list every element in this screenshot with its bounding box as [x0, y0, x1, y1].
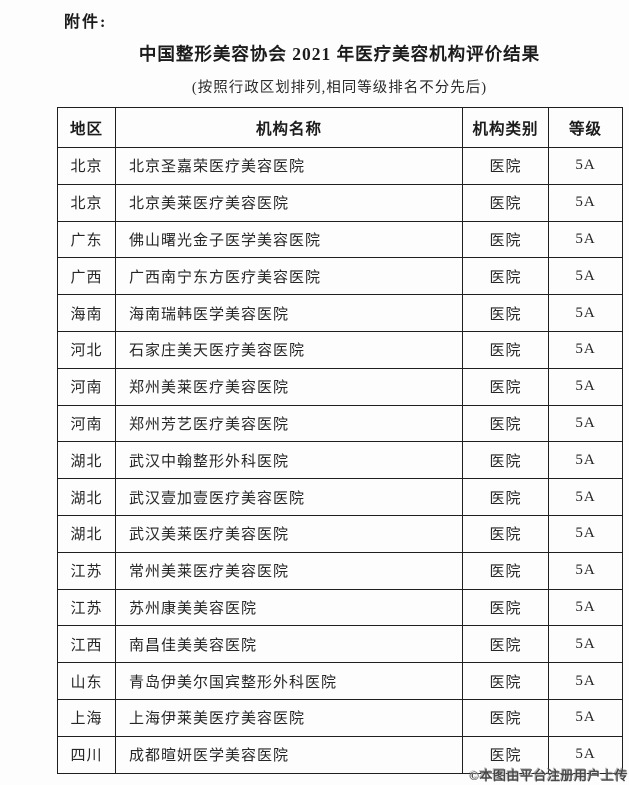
- grade-cell: 5A: [548, 662, 623, 700]
- institution-name-cell: 武汉美莱医疗美容医院: [115, 514, 463, 553]
- grade-cell: 5A: [548, 478, 623, 516]
- table-row: 河南 郑州美莱医疗美容医院 医院 5A: [57, 367, 623, 406]
- header-region: 地区: [57, 107, 116, 148]
- region-cell: 江苏: [57, 588, 116, 627]
- institution-type-cell: 医院: [462, 551, 549, 590]
- region-cell: 广东: [57, 220, 116, 259]
- institution-type-cell: 医院: [462, 441, 549, 480]
- institution-name-cell: 武汉壹加壹医疗美容医院: [115, 478, 463, 516]
- institution-name-cell: 苏州康美美容医院: [115, 588, 463, 627]
- table-header: 地区 机构名称 机构类别 等级: [57, 107, 623, 148]
- region-cell: 江苏: [57, 551, 116, 590]
- region-cell: 河南: [57, 404, 116, 443]
- table-row: 湖北 武汉壹加壹医疗美容医院 医院 5A: [57, 478, 623, 516]
- table-header-row: 地区 机构名称 机构类别 等级: [57, 107, 623, 148]
- table-row: 上海 上海伊莱美医疗美容医院 医院 5A: [57, 698, 623, 737]
- region-cell: 上海: [57, 698, 116, 737]
- institution-type-cell: 医院: [462, 588, 549, 627]
- table-row: 广东 佛山曙光金子医学美容医院 医院 5A: [57, 220, 623, 259]
- grade-cell: 5A: [548, 294, 623, 332]
- institution-type-cell: 医院: [462, 662, 549, 700]
- grade-cell: 5A: [548, 514, 623, 553]
- institution-name-cell: 常州美莱医疗美容医院: [115, 551, 463, 590]
- institution-type-cell: 医院: [462, 514, 549, 553]
- grade-cell: 5A: [548, 183, 623, 222]
- attachment-label: 附件:: [64, 14, 108, 31]
- grade-cell: 5A: [548, 441, 623, 480]
- institution-name-cell: 成都暄妍医学美容医院: [115, 735, 463, 774]
- region-cell: 河南: [57, 367, 116, 406]
- region-cell: 湖北: [57, 478, 116, 516]
- table-row: 山东 青岛伊美尔国宾整形外科医院 医院 5A: [57, 662, 623, 700]
- header-institution-type: 机构类别: [462, 107, 549, 148]
- grade-cell: 5A: [548, 147, 623, 185]
- grade-cell: 5A: [548, 588, 623, 627]
- institution-name-cell: 郑州芳艺医疗美容医院: [115, 404, 463, 443]
- institution-type-cell: 医院: [462, 698, 549, 737]
- table-row: 北京 北京美莱医疗美容医院 医院 5A: [57, 183, 623, 222]
- institution-type-cell: 医院: [462, 404, 549, 443]
- institution-type-cell: 医院: [462, 478, 549, 516]
- region-cell: 河北: [57, 330, 116, 369]
- institution-name-cell: 南昌佳美美容医院: [115, 625, 463, 664]
- header-grade: 等级: [548, 107, 623, 148]
- institution-name-cell: 海南瑞韩医学美容医院: [115, 294, 463, 332]
- page-subtitle: (按照行政区划排列,相同等级排名不分先后): [191, 80, 488, 96]
- grade-cell: 5A: [548, 735, 623, 774]
- region-cell: 北京: [57, 147, 116, 185]
- grade-cell: 5A: [548, 367, 623, 406]
- region-cell: 江西: [57, 625, 116, 664]
- page-title: 中国整形美容协会 2021 年医疗美容机构评价结果: [138, 44, 541, 64]
- institution-type-cell: 医院: [462, 330, 549, 369]
- region-cell: 海南: [57, 294, 116, 332]
- grade-cell: 5A: [548, 698, 623, 737]
- institution-name-cell: 北京美莱医疗美容医院: [115, 183, 463, 222]
- table-row: 湖北 武汉美莱医疗美容医院 医院 5A: [57, 514, 623, 553]
- institution-type-cell: 医院: [462, 257, 549, 296]
- institution-type-cell: 医院: [462, 147, 549, 185]
- institution-type-cell: 医院: [462, 183, 549, 222]
- grade-cell: 5A: [548, 404, 623, 443]
- table-row: 江苏 常州美莱医疗美容医院 医院 5A: [57, 551, 623, 590]
- evaluation-table: 地区 机构名称 机构类别 等级 北京 北京圣嘉荣医疗美容医院 医院 5A 北京 …: [57, 107, 623, 774]
- institution-type-cell: 医院: [462, 294, 549, 332]
- institution-name-cell: 青岛伊美尔国宾整形外科医院: [115, 662, 463, 700]
- region-cell: 广西: [57, 257, 116, 296]
- institution-name-cell: 石家庄美天医疗美容医院: [115, 330, 463, 369]
- grade-cell: 5A: [548, 551, 623, 590]
- institution-name-cell: 上海伊莱美医疗美容医院: [115, 698, 463, 737]
- table-row: 江苏 苏州康美美容医院 医院 5A: [57, 588, 623, 627]
- table-row: 河北 石家庄美天医疗美容医院 医院 5A: [57, 330, 623, 369]
- uploader-watermark: ©本图由平台注册用户上传: [469, 768, 628, 783]
- grade-cell: 5A: [548, 257, 623, 296]
- grade-cell: 5A: [548, 625, 623, 664]
- institution-name-cell: 郑州美莱医疗美容医院: [115, 367, 463, 406]
- table-row: 海南 海南瑞韩医学美容医院 医院 5A: [57, 294, 623, 332]
- grade-cell: 5A: [548, 220, 623, 259]
- table-row: 广西 广西南宁东方医疗美容医院 医院 5A: [57, 257, 623, 296]
- institution-type-cell: 医院: [462, 220, 549, 259]
- grade-cell: 5A: [548, 330, 623, 369]
- institution-name-cell: 广西南宁东方医疗美容医院: [115, 257, 463, 296]
- region-cell: 四川: [57, 735, 116, 774]
- header-institution-name: 机构名称: [115, 107, 463, 148]
- table-body: 北京 北京圣嘉荣医疗美容医院 医院 5A 北京 北京美莱医疗美容医院 医院 5A…: [57, 147, 623, 774]
- table-row: 河南 郑州芳艺医疗美容医院 医院 5A: [57, 404, 623, 443]
- institution-name-cell: 北京圣嘉荣医疗美容医院: [115, 147, 463, 185]
- region-cell: 北京: [57, 183, 116, 222]
- institution-name-cell: 武汉中翰整形外科医院: [115, 441, 463, 480]
- region-cell: 湖北: [57, 441, 116, 480]
- institution-name-cell: 佛山曙光金子医学美容医院: [115, 220, 463, 259]
- institution-type-cell: 医院: [462, 625, 549, 664]
- table-row: 湖北 武汉中翰整形外科医院 医院 5A: [57, 441, 623, 480]
- table-row: 江西 南昌佳美美容医院 医院 5A: [57, 625, 623, 664]
- region-cell: 山东: [57, 662, 116, 700]
- table-row: 北京 北京圣嘉荣医疗美容医院 医院 5A: [57, 147, 623, 185]
- table-row: 四川 成都暄妍医学美容医院 医院 5A: [57, 735, 623, 774]
- institution-type-cell: 医院: [462, 367, 549, 406]
- region-cell: 湖北: [57, 514, 116, 553]
